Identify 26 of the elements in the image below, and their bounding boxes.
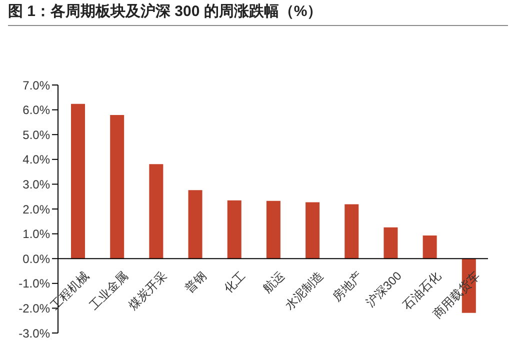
y-tick-label: 6.0%	[22, 103, 50, 118]
y-tick-label: 5.0%	[22, 128, 50, 142]
y-tick-label: -2.0%	[18, 301, 50, 316]
bar	[149, 164, 164, 259]
x-tick-label: 化工	[221, 268, 248, 296]
y-tick-label: -1.0%	[18, 276, 50, 291]
y-tick-label: -3.0%	[18, 326, 50, 340]
bar	[71, 104, 85, 259]
y-tick-label: 0.0%	[22, 252, 50, 266]
y-tick-label: 2.0%	[22, 202, 50, 216]
bar	[344, 204, 359, 259]
y-tick-label: 3.0%	[22, 177, 50, 192]
y-tick-label: 4.0%	[22, 152, 50, 167]
bar	[188, 190, 202, 259]
y-tick-label: 7.0%	[22, 78, 50, 92]
bar	[266, 200, 280, 259]
x-tick-label: 航运	[260, 268, 288, 296]
bar	[384, 227, 398, 259]
x-tick-label: 房地产	[330, 268, 366, 304]
y-tick-label: 1.0%	[22, 227, 50, 242]
bar	[422, 236, 437, 259]
chart-title: 图 1：各周期板块及沪深 300 的周涨跌幅（%）	[8, 2, 508, 26]
bar	[227, 200, 242, 259]
bar	[306, 202, 320, 259]
bar	[110, 115, 124, 259]
x-tick-label: 普钢	[182, 268, 209, 296]
